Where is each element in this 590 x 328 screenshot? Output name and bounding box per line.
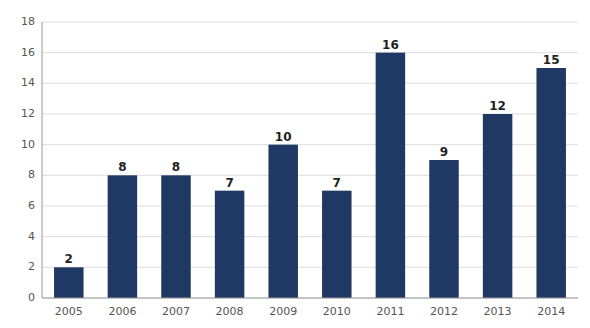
y-axis-line [42,22,43,298]
data-label: 10 [275,130,292,144]
x-tick-label: 2013 [484,305,512,318]
grid-line [42,298,578,299]
data-label: 2 [65,252,73,266]
x-axis-line [42,298,578,299]
bar [161,175,190,298]
bar [54,267,83,298]
grid-line [42,52,578,53]
data-label: 16 [382,38,399,52]
data-label: 15 [543,53,560,67]
bar [376,53,405,298]
bar [268,145,297,298]
x-tick-label: 2011 [376,305,404,318]
data-label: 9 [440,145,448,159]
bars [54,53,566,298]
chart: 0246810121416182005200620072008200920102… [0,0,590,328]
data-label: 12 [489,99,506,113]
grid [42,22,578,298]
y-axis: 0 2 4 6 8 10 12 14 16 18 [21,15,42,304]
x-tick-label: 2008 [216,305,244,318]
data-label: 8 [172,160,180,174]
bar [215,191,244,298]
chart-container: 0246810121416182005200620072008200920102… [0,0,590,328]
y-tick-label: 8 [28,168,35,181]
x-tick-label: 2012 [430,305,458,318]
bar [429,160,458,298]
x-tick-label: 2010 [323,305,351,318]
x-tick-label: 2014 [537,305,565,318]
data-labels: 2 8 8 7 10 7 16 9 12 15 [65,38,560,267]
y-tick-label: 10 [21,138,35,151]
data-label: 7 [333,176,341,190]
grid-line [42,22,578,23]
data-label: 8 [118,160,126,174]
y-tick-label: 2 [28,260,35,273]
y-tick-label: 4 [28,230,35,243]
data-label: 7 [225,176,233,190]
y-tick-label: 14 [21,76,35,89]
y-tick-label: 16 [21,46,35,59]
bar [483,114,512,298]
x-axis: 2005 2006 2007 2008 2009 2010 2011 2012 2013 2014 [42,298,578,318]
y-tick-label: 18 [21,15,35,28]
x-tick-label: 2009 [269,305,297,318]
bar [322,191,351,298]
x-tick-label: 2005 [55,305,83,318]
page: {"chart_data": {"type": "bar", "categori… [0,0,590,328]
grid-line [42,83,578,84]
y-tick-label: 0 [28,291,35,304]
x-tick-label: 2007 [162,305,190,318]
bar [108,175,137,298]
y-tick-label: 12 [21,107,35,120]
y-tick-label: 6 [28,199,35,212]
x-tick-label: 2006 [108,305,136,318]
bar [536,68,565,298]
